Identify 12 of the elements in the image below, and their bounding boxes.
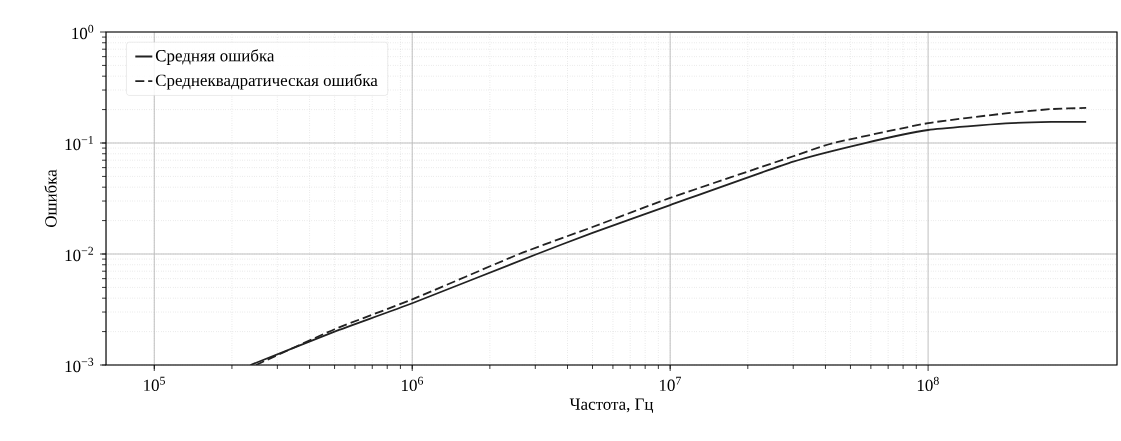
y-tick-label: 10$^{0}$ [72, 24, 94, 40]
legend-label: Среднеквадратическая ошибка [155, 73, 378, 90]
y-tick-label: 10$^{−1}$ [65, 135, 93, 151]
x-tick-label: 10$^{5}$ [144, 376, 165, 391]
x-tick-label: 10$^{6}$ [402, 376, 424, 392]
x-axis-title: Частота, Гц [569, 398, 654, 413]
legend-label: Средняя ошибка [155, 49, 275, 65]
x-tick-label: 10$^{7}$ [659, 376, 681, 391]
y-axis-title: Ошибка [44, 169, 57, 228]
x-tick-label: 10$^{8}$ [917, 376, 939, 392]
y-tick-label: 10$^{−3}$ [65, 357, 94, 373]
y-tick-label: 10$^{−2}$ [65, 246, 94, 262]
